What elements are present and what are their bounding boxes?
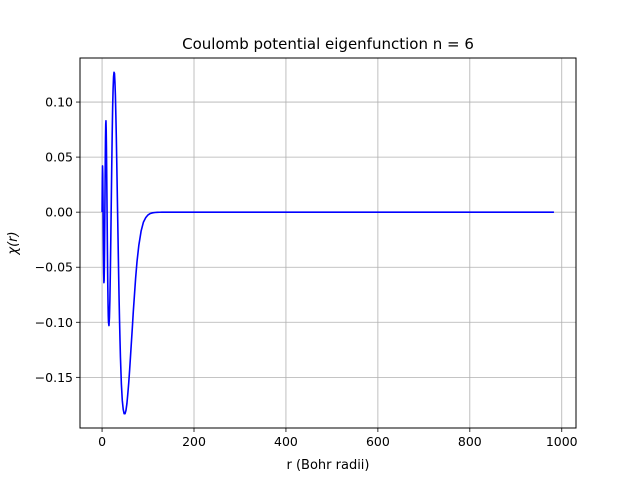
y-tick-label: 0.10 [45,95,73,110]
x-axis-ticks: 0 200 400 600 800 1000 [98,428,578,449]
x-axis-label: r (Bohr radii) [287,458,370,473]
y-tick-label: −0.15 [35,370,73,385]
x-tick-label: 1000 [546,434,578,449]
x-tick-label: 200 [182,434,206,449]
series-layer [101,71,554,415]
x-tick-label: 600 [366,434,390,449]
y-tick-label: −0.10 [35,315,73,330]
y-tick-label: −0.05 [35,260,73,275]
y-tick-label: 0.05 [45,150,73,165]
x-tick-label: 0 [98,434,106,449]
plot-area-frame [79,57,577,429]
series-line-chi [101,71,554,415]
y-axis-ticks: −0.15 −0.10 −0.05 0.00 0.05 0.10 [35,95,80,385]
x-tick-label: 800 [458,434,482,449]
chart-title: Coulomb potential eigenfunction n = 6 [182,35,474,53]
y-axis-label: χ(r) [6,231,21,255]
x-tick-label: 400 [274,434,298,449]
y-tick-label: 0.00 [45,205,73,220]
